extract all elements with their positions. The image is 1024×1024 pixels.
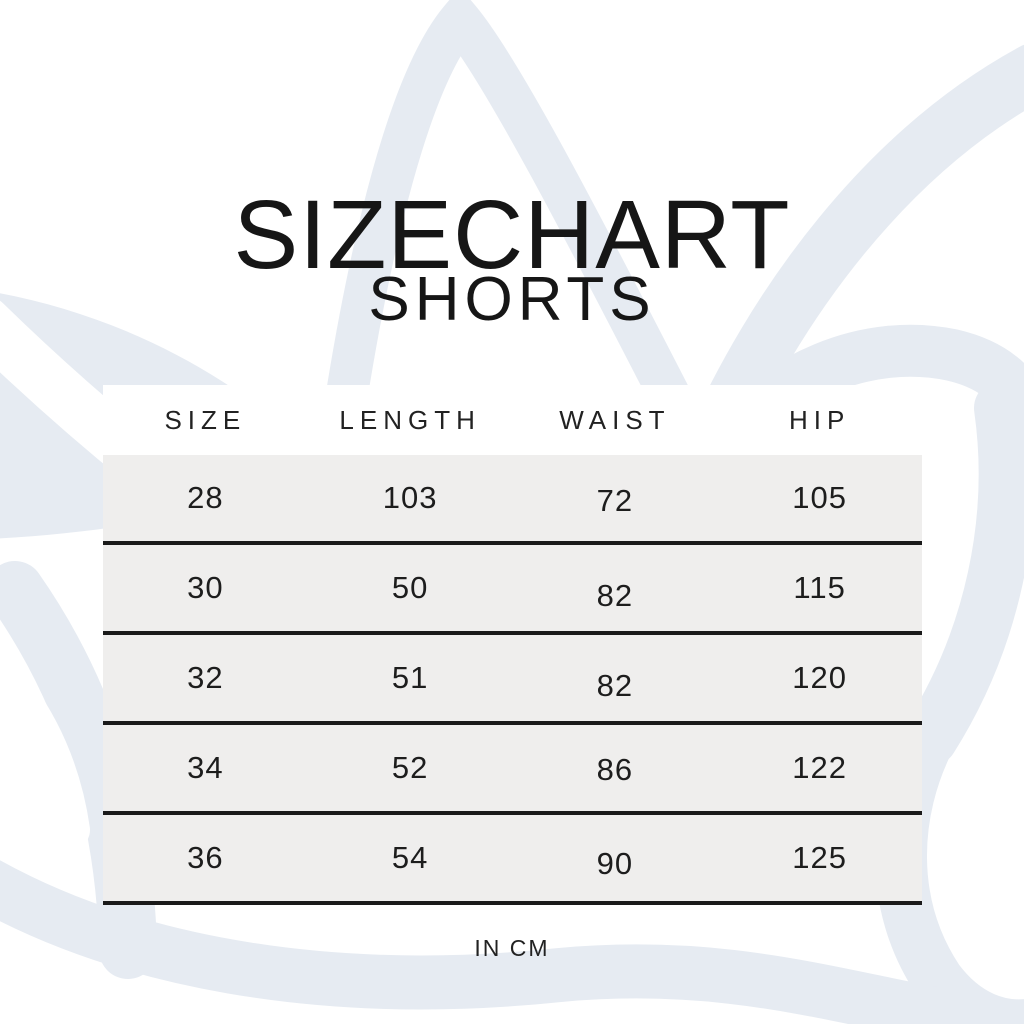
- table-cell: 30: [187, 570, 224, 605]
- unit-footnote: IN CM: [474, 935, 550, 961]
- table-body: 28 103 72 105 30 50 82 115 32 51 82 120 34 52 86 122 36 5…: [103, 455, 922, 905]
- table-cell: 54: [391, 840, 429, 875]
- table-cell: 28: [187, 480, 224, 515]
- table-row: 32 51 82 120: [103, 635, 922, 725]
- table-row: 30 50 82 115: [103, 545, 922, 635]
- table-cell: 82: [596, 578, 634, 613]
- table-cell: 82: [596, 668, 634, 703]
- table-cell: 122: [792, 750, 847, 785]
- table-row: 34 52 86 122: [103, 725, 922, 815]
- watermark-left-arc-gap: [0, 642, 90, 850]
- table-cell: 51: [391, 660, 429, 695]
- table-cell: 115: [793, 570, 846, 605]
- column-header-waist: WAIST: [559, 404, 671, 435]
- table-cell: 90: [596, 846, 634, 881]
- table-cell: 103: [382, 480, 438, 515]
- table-cell: 36: [187, 840, 224, 875]
- table-cell: 72: [596, 483, 634, 518]
- column-header-size: SIZE: [164, 404, 247, 435]
- table-cell: 125: [792, 840, 847, 875]
- watermark-bottom-band: [0, 860, 967, 1024]
- table-cell: 105: [792, 480, 847, 515]
- column-header-hip: HIP: [788, 404, 851, 435]
- table-row: 36 54 90 125: [103, 815, 922, 905]
- table-cell: 52: [391, 750, 429, 785]
- watermark-center-petal: [320, 0, 729, 491]
- watermark-right-descender: [902, 380, 1024, 766]
- column-header-length: LENGTH: [339, 404, 481, 435]
- table-row: 28 103 72 105: [103, 455, 922, 545]
- table-header-row: SIZE LENGTH WAIST HIP: [103, 385, 922, 455]
- title-block: SIZECHART SHORTS: [0, 186, 1024, 331]
- page-title: SIZECHART: [233, 180, 791, 289]
- table-cell: 34: [187, 750, 224, 785]
- table-cell: 50: [391, 570, 429, 605]
- table-cell: 120: [792, 660, 847, 695]
- table-cell: 32: [187, 660, 224, 695]
- size-table: SIZE LENGTH WAIST HIP 28 103 72 105 30 50 82 115 32…: [103, 385, 922, 905]
- page-subtitle: SHORTS: [368, 265, 656, 334]
- table-cell: 86: [596, 752, 634, 787]
